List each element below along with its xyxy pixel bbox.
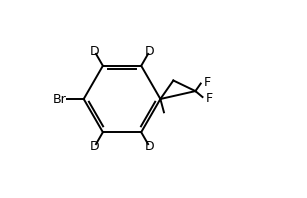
Text: D: D bbox=[145, 45, 154, 58]
Text: D: D bbox=[90, 140, 100, 153]
Text: D: D bbox=[145, 140, 154, 153]
Text: F: F bbox=[204, 76, 211, 89]
Text: F: F bbox=[206, 91, 213, 105]
Text: Br: Br bbox=[52, 92, 66, 106]
Text: D: D bbox=[90, 45, 100, 58]
